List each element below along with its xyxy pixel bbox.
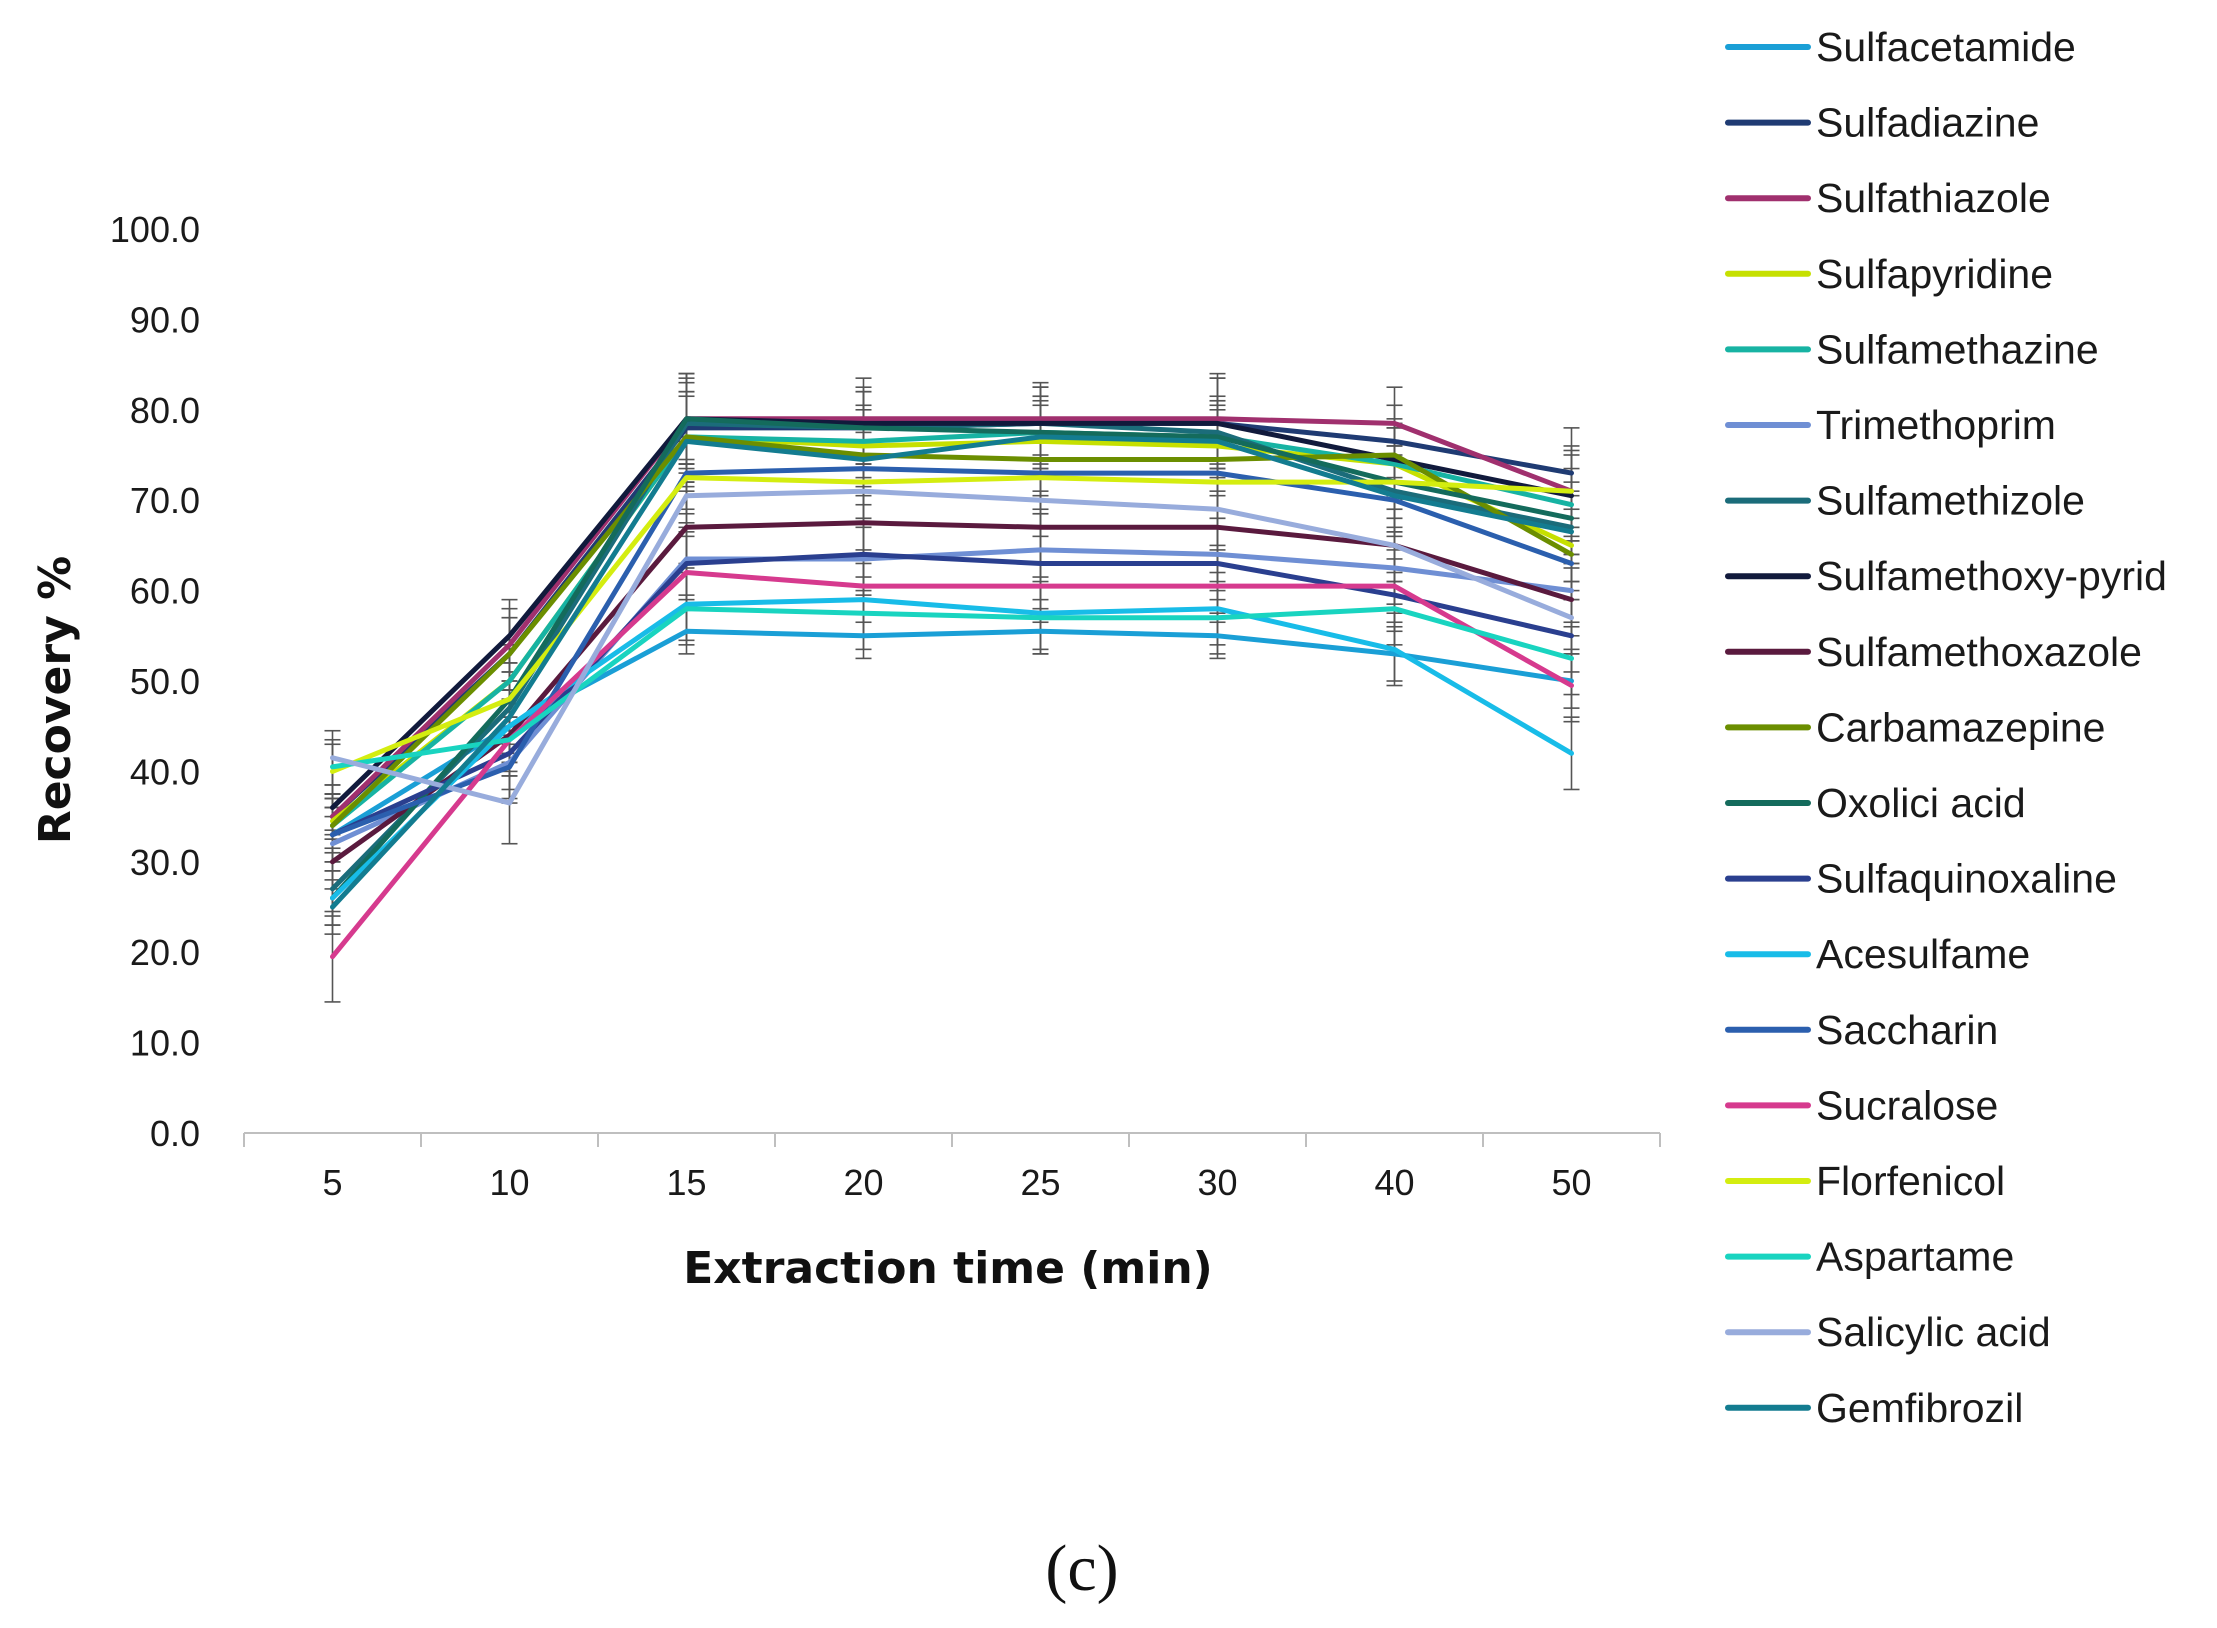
series-line-sulfathiazole [330,416,1574,820]
legend-label-salicylic-acid: Salicylic acid [1816,1309,2051,1355]
legend-label-carbamazepine: Carbamazepine [1816,704,2105,750]
y-tick-label: 30.0 [130,842,200,883]
error-bars [324,372,1580,1003]
series-line-trimethoprim [330,547,1574,847]
x-tick-label: 50 [1551,1162,1591,1203]
legend-label-sulfamethoxazole: Sulfamethoxazole [1816,629,2142,675]
series-line-aspartame [330,606,1574,770]
legend-label-sucralose: Sucralose [1816,1082,1998,1128]
plot-area: 5 10 15 20 25 30 40 50 0.0 10.0 20.0 30.0 40.0 50.0 60… [110,209,1661,1203]
series-line-salicylic-acid [330,488,1574,806]
series-line-oxolici-acid [330,416,1574,901]
y-tick-label: 60.0 [130,571,200,612]
legend-label-sulfaquinoxaline: Sulfaquinoxaline [1816,856,2117,902]
legend-label-sulfapyridine: Sulfapyridine [1816,251,2053,297]
y-tick-label: 100.0 [110,209,200,250]
x-tick-label: 20 [843,1162,883,1203]
panel-label: (c) [1045,1532,1118,1605]
y-tick-label: 40.0 [130,751,200,792]
series-line-acesulfame [330,597,1574,901]
legend-label-sulfadiazine: Sulfadiazine [1816,100,2039,146]
legend: Sulfacetamide Sulfadiazine Sulfathiazole Su… [1725,24,2167,1431]
series-line-sucralose [330,570,1574,960]
x-tick-label: 15 [666,1162,706,1203]
y-tick-label: 50.0 [130,661,200,702]
x-tick-label: 30 [1197,1162,1237,1203]
series-line-florfenicol [330,475,1574,774]
series-line-sulfamethazine [330,429,1574,829]
legend-label-gemfibrozil: Gemfibrozil [1816,1385,2023,1431]
legend-label-trimethoprim: Trimethoprim [1816,402,2056,448]
legend-label-aspartame: Aspartame [1816,1234,2014,1280]
x-axis-title: Extraction time (min) [683,1243,1213,1294]
y-tick-label: 70.0 [130,480,200,521]
series-line-carbamazepine [330,434,1574,829]
series-line-sulfamethoxazole [330,520,1574,865]
legend-label-sulfathiazole: Sulfathiazole [1816,175,2051,221]
x-tick-label: 10 [489,1162,529,1203]
y-tick-label: 0.0 [150,1113,200,1154]
legend-label-sulfamethazine: Sulfamethazine [1816,326,2099,372]
x-tick-label: 5 [322,1162,342,1203]
legend-label-sulfamethizole: Sulfamethizole [1816,478,2085,524]
legend-label-sulfamethoxy-pyrid: Sulfamethoxy-pyrid [1816,553,2167,599]
series-line-gemfibrozil [330,434,1574,910]
x-tick-label: 40 [1374,1162,1414,1203]
legend-label-sulfacetamide: Sulfacetamide [1816,24,2076,70]
y-tick-label: 20.0 [130,932,200,973]
y-axis-title: Recovery % [30,556,81,844]
y-tick-label: 10.0 [130,1023,200,1064]
legend-label-oxolici-acid: Oxolici acid [1816,780,2026,826]
y-tick-label: 90.0 [130,299,200,340]
legend-label-saccharin: Saccharin [1816,1007,1998,1053]
x-tick-label: 25 [1020,1162,1060,1203]
y-tick-label: 80.0 [130,390,200,431]
legend-label-acesulfame: Acesulfame [1816,931,2030,977]
legend-label-florfenicol: Florfenicol [1816,1158,2005,1204]
